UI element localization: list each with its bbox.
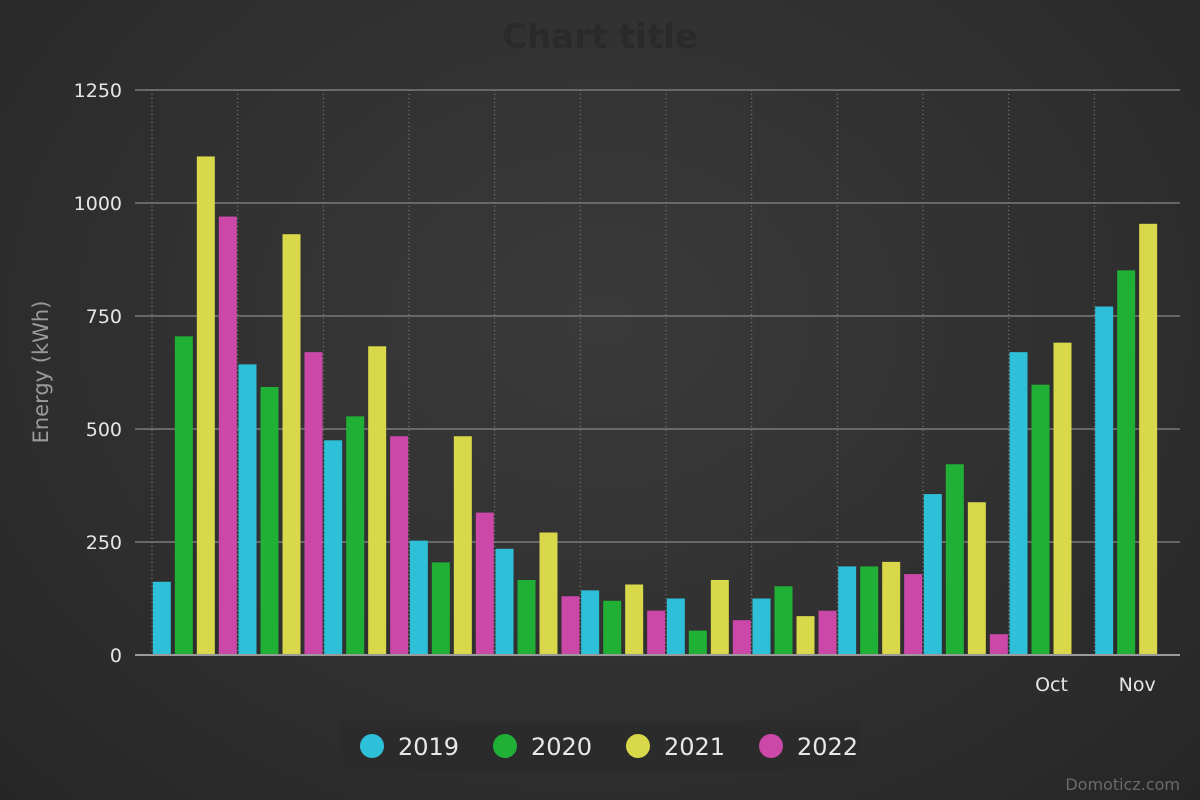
legend-marker-2019 xyxy=(360,734,384,758)
bar-2019-jan[interactable] xyxy=(152,581,171,655)
bar-2021-sep[interactable] xyxy=(882,561,901,655)
y-tick-label: 1250 xyxy=(74,80,122,102)
bar-2019-feb[interactable] xyxy=(238,364,257,655)
bar-2020-may[interactable] xyxy=(517,579,536,655)
bar-2022-jul[interactable] xyxy=(732,620,751,655)
bar-2022-feb[interactable] xyxy=(304,352,323,655)
bar-2019-dec[interactable] xyxy=(1095,306,1114,655)
legend-marker-2020 xyxy=(493,734,517,758)
legend-marker-2022 xyxy=(759,734,783,758)
bar-2020-mar[interactable] xyxy=(346,416,365,655)
bar-2019-apr[interactable] xyxy=(409,540,428,655)
legend-label-2019[interactable]: 2019 xyxy=(398,733,459,761)
bar-2019-jun[interactable] xyxy=(581,590,600,655)
bar-2020-apr[interactable] xyxy=(431,562,450,655)
bar-2020-sep[interactable] xyxy=(860,566,879,655)
bar-2021-aug[interactable] xyxy=(796,616,815,655)
bar-2021-may[interactable] xyxy=(539,532,558,655)
legend-label-2022[interactable]: 2022 xyxy=(797,733,858,761)
credit-text: Domoticz.com xyxy=(1065,775,1180,794)
bar-2022-oct[interactable] xyxy=(989,634,1008,655)
bar-2020-dec[interactable] xyxy=(1117,270,1136,655)
bar-2022-apr[interactable] xyxy=(475,512,494,655)
bar-2022-jun[interactable] xyxy=(647,610,666,655)
y-tick-label: 500 xyxy=(86,419,122,441)
legend-label-2020[interactable]: 2020 xyxy=(531,733,592,761)
y-tick-label: 1000 xyxy=(74,193,122,215)
bar-2021-jul[interactable] xyxy=(710,579,729,655)
bar-2019-oct[interactable] xyxy=(923,494,942,655)
bar-2022-sep[interactable] xyxy=(904,574,923,655)
y-tick-label: 750 xyxy=(86,306,122,328)
legend-marker-2021 xyxy=(626,734,650,758)
bar-2019-may[interactable] xyxy=(495,548,514,655)
x-tick-label: Nov xyxy=(1119,674,1156,696)
bar-2022-jan[interactable] xyxy=(218,216,237,655)
bar-2020-jul[interactable] xyxy=(688,630,707,655)
legend-label-2021[interactable]: 2021 xyxy=(664,733,725,761)
bar-2022-mar[interactable] xyxy=(390,436,409,655)
bar-2021-oct[interactable] xyxy=(967,502,986,655)
bar-2021-apr[interactable] xyxy=(453,436,472,655)
bar-2021-jun[interactable] xyxy=(625,584,644,655)
bar-2020-feb[interactable] xyxy=(260,386,279,655)
bar-2019-nov[interactable] xyxy=(1009,352,1028,655)
bar-2021-jan[interactable] xyxy=(196,156,215,655)
bar-2020-jun[interactable] xyxy=(603,600,622,655)
x-tick-label: Oct xyxy=(1035,674,1068,696)
bar-2021-dec[interactable] xyxy=(1139,223,1158,656)
y-axis-label: Energy (kWh) xyxy=(29,301,53,444)
bar-2020-aug[interactable] xyxy=(774,586,793,655)
y-tick-label: 250 xyxy=(86,532,122,554)
y-tick-label: 0 xyxy=(110,645,122,667)
bar-2020-nov[interactable] xyxy=(1031,384,1050,655)
bars-layer xyxy=(152,156,1158,656)
bar-2019-mar[interactable] xyxy=(324,440,343,655)
bar-2020-jan[interactable] xyxy=(174,336,193,655)
axis-layer: 0 250 500 750 1000 1250 Oct Nov xyxy=(74,80,1180,696)
bar-2021-nov[interactable] xyxy=(1053,342,1072,655)
bar-2021-mar[interactable] xyxy=(368,346,387,655)
bar-2022-may[interactable] xyxy=(561,596,580,655)
bar-2019-sep[interactable] xyxy=(838,566,857,655)
bar-2019-aug[interactable] xyxy=(752,598,771,656)
bar-2021-feb[interactable] xyxy=(282,234,301,656)
chart-title: Chart title xyxy=(502,17,698,57)
bar-2019-jul[interactable] xyxy=(666,598,685,656)
legend: 2019 2020 2021 2022 xyxy=(340,721,860,771)
bar-2020-oct[interactable] xyxy=(945,464,964,655)
bar-2022-aug[interactable] xyxy=(818,610,837,655)
